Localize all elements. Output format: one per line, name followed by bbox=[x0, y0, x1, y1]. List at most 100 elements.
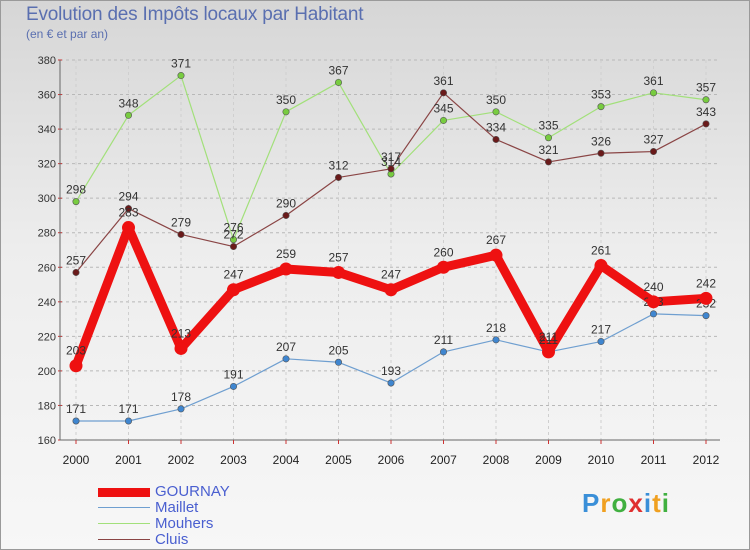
data-label-gournay-2003: 247 bbox=[223, 268, 243, 282]
data-label-mouhers-2007: 345 bbox=[433, 101, 453, 115]
y-tick-label-380: 380 bbox=[38, 55, 56, 67]
data-point-mouhers-2010 bbox=[597, 103, 605, 111]
data-point-mouhers-2002 bbox=[177, 72, 185, 80]
data-point-maillet-2000 bbox=[72, 417, 80, 425]
data-point-mouhers-2003 bbox=[230, 236, 238, 244]
data-point-cluis-2003 bbox=[230, 243, 238, 251]
data-label-gournay-2010: 261 bbox=[591, 244, 611, 258]
logo-letter: r bbox=[600, 488, 612, 518]
data-label-maillet-2000: 171 bbox=[66, 402, 86, 416]
legend-swatch-maillet bbox=[98, 507, 150, 508]
legend-label-gournay: GOURNAY bbox=[155, 483, 230, 500]
chart-subtitle: (en € et par an) bbox=[26, 27, 109, 41]
x-tick-label-2005: 2005 bbox=[325, 453, 352, 467]
y-tick-label-180: 180 bbox=[38, 400, 56, 412]
data-point-maillet-2006 bbox=[387, 379, 395, 387]
data-label-gournay-2012: 242 bbox=[696, 276, 716, 290]
data-label-gournay-2009: 211 bbox=[539, 330, 558, 344]
data-label-mouhers-2004: 350 bbox=[276, 93, 296, 107]
data-label-mouhers-2002: 371 bbox=[171, 57, 191, 71]
legend-swatch-gournay bbox=[98, 488, 150, 497]
data-label-maillet-2005: 205 bbox=[328, 343, 348, 357]
data-label-maillet-2002: 178 bbox=[171, 390, 191, 404]
data-point-maillet-2004 bbox=[282, 355, 290, 363]
data-point-gournay-2009 bbox=[542, 345, 555, 359]
legend-label-mouhers: Mouhers bbox=[155, 515, 214, 532]
data-point-maillet-2008 bbox=[492, 336, 500, 344]
y-tick-label-340: 340 bbox=[38, 124, 56, 136]
data-point-gournay-2003 bbox=[227, 283, 240, 297]
data-label-gournay-2008: 267 bbox=[486, 233, 506, 247]
data-label-cluis-2009: 321 bbox=[538, 143, 558, 157]
data-label-gournay-2007: 260 bbox=[433, 245, 453, 259]
logo-letter: x bbox=[628, 488, 644, 518]
x-tick-label-2010: 2010 bbox=[588, 453, 615, 467]
data-point-cluis-2004 bbox=[282, 211, 290, 219]
y-tick-label-320: 320 bbox=[38, 159, 56, 171]
data-point-cluis-2008 bbox=[492, 135, 500, 143]
legend-swatch-mouhers bbox=[98, 523, 150, 524]
x-tick-label-2009: 2009 bbox=[535, 453, 562, 467]
data-label-gournay-2000: 203 bbox=[66, 344, 86, 358]
y-tick-label-300: 300 bbox=[38, 193, 56, 205]
data-label-mouhers-2011: 361 bbox=[643, 74, 663, 88]
data-label-maillet-2007: 211 bbox=[434, 333, 453, 347]
data-point-cluis-2011 bbox=[649, 148, 657, 156]
data-point-maillet-2012 bbox=[702, 312, 710, 320]
data-label-gournay-2006: 247 bbox=[381, 268, 401, 282]
x-tick-label-2000: 2000 bbox=[63, 453, 90, 467]
data-label-mouhers-2012: 357 bbox=[696, 81, 716, 95]
proxiti-logo: Proxiti bbox=[582, 488, 670, 519]
data-label-cluis-2003: 272 bbox=[223, 228, 243, 242]
data-label-maillet-2004: 207 bbox=[276, 340, 296, 354]
data-label-mouhers-2005: 367 bbox=[328, 63, 348, 77]
data-point-maillet-2007 bbox=[439, 348, 447, 356]
data-point-maillet-2001 bbox=[125, 417, 133, 425]
data-label-mouhers-2000: 298 bbox=[66, 183, 86, 197]
legend-swatch-cluis bbox=[98, 539, 150, 540]
data-point-cluis-2000 bbox=[72, 268, 80, 276]
data-point-maillet-2011 bbox=[649, 310, 657, 318]
data-label-gournay-2004: 259 bbox=[276, 247, 296, 261]
data-label-gournay-2001: 283 bbox=[118, 206, 138, 220]
data-label-cluis-2000: 257 bbox=[66, 253, 86, 267]
data-label-maillet-2001: 171 bbox=[118, 402, 138, 416]
data-label-cluis-2012: 343 bbox=[696, 105, 716, 119]
data-point-cluis-2010 bbox=[597, 149, 605, 157]
data-point-cluis-2009 bbox=[544, 158, 552, 166]
data-point-maillet-2002 bbox=[177, 405, 185, 413]
data-point-gournay-2006 bbox=[384, 283, 398, 297]
data-point-gournay-2007 bbox=[437, 260, 450, 274]
data-point-gournay-2002 bbox=[174, 341, 188, 355]
data-label-maillet-2008: 218 bbox=[486, 321, 506, 335]
y-tick-label-240: 240 bbox=[38, 297, 56, 309]
data-label-cluis-2007: 361 bbox=[433, 74, 453, 88]
data-point-gournay-2011 bbox=[647, 295, 660, 309]
chart-title: Evolution des Impôts locaux par Habitant bbox=[26, 4, 364, 25]
x-tick-label-2002: 2002 bbox=[168, 453, 195, 467]
data-point-cluis-2007 bbox=[439, 89, 447, 97]
x-tick-label-2001: 2001 bbox=[115, 453, 142, 467]
y-tick-label-200: 200 bbox=[38, 366, 56, 378]
data-label-mouhers-2001: 348 bbox=[118, 96, 138, 110]
data-point-mouhers-2001 bbox=[125, 111, 133, 119]
data-label-maillet-2010: 217 bbox=[591, 323, 611, 337]
data-point-mouhers-2012 bbox=[702, 96, 710, 104]
data-label-maillet-2003: 191 bbox=[223, 367, 243, 381]
data-point-cluis-2001 bbox=[125, 205, 133, 213]
data-label-cluis-2011: 327 bbox=[643, 133, 663, 147]
data-point-gournay-2008 bbox=[489, 248, 503, 262]
logo-letter: i bbox=[643, 488, 653, 518]
data-label-mouhers-2008: 350 bbox=[486, 93, 506, 107]
y-tick-label-280: 280 bbox=[38, 228, 56, 240]
data-point-cluis-2006 bbox=[387, 165, 395, 173]
y-tick-label-220: 220 bbox=[38, 331, 56, 343]
data-point-gournay-2004 bbox=[279, 262, 293, 276]
data-label-gournay-2005: 257 bbox=[328, 250, 348, 264]
logo-letter: o bbox=[611, 488, 629, 518]
logo-letter: t bbox=[652, 488, 662, 518]
data-label-mouhers-2003: 276 bbox=[223, 221, 243, 235]
data-label-cluis-2001: 294 bbox=[118, 190, 138, 204]
